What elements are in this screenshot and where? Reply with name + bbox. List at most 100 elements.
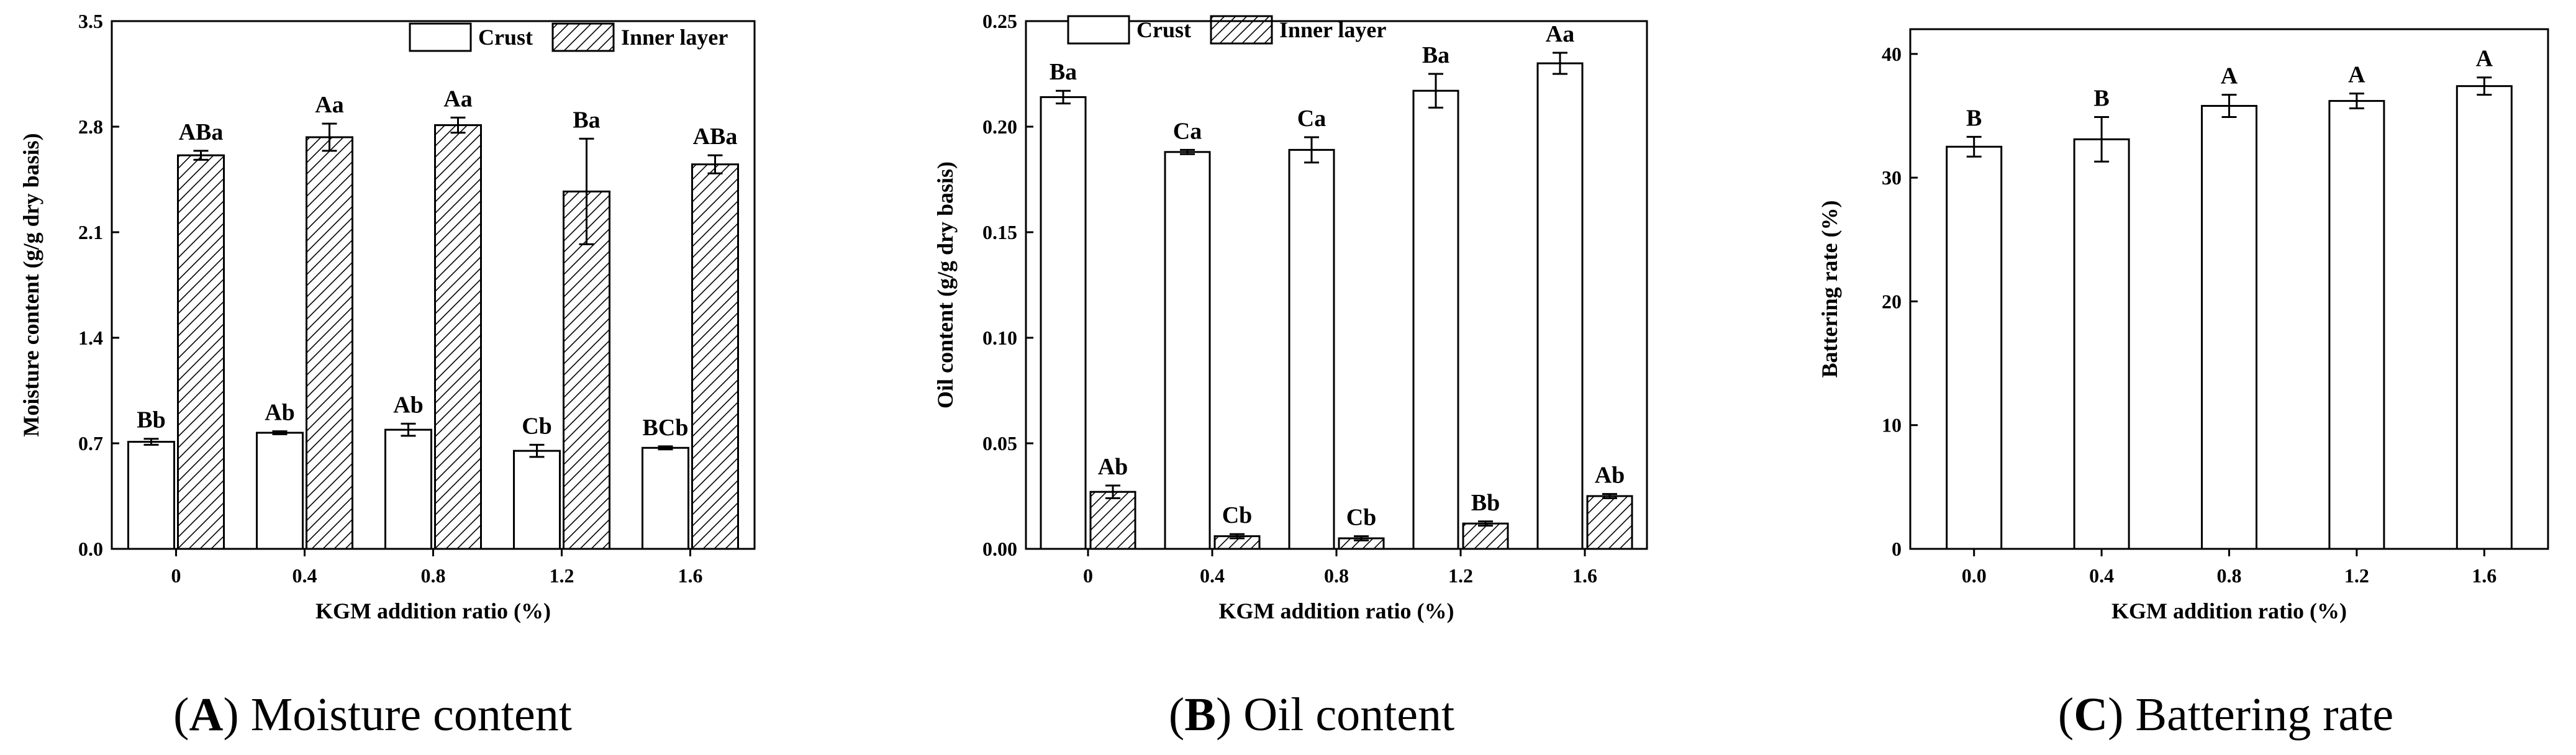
data-label: Ab [1595, 463, 1625, 489]
data-label: Ba [573, 107, 600, 133]
caption-text: Oil content [1243, 689, 1454, 741]
y-tick-label: 2.1 [78, 221, 103, 243]
y-tick-label: 0 [1892, 538, 1902, 560]
x-tick-label: 0 [171, 564, 181, 587]
data-label: Cb [1346, 505, 1377, 531]
panel-B: 0.00 0.05 0.10 0.15 0.20 0.25 0 0.4 0.8 1.2 1.6 Ba C… [933, 10, 1648, 741]
data-label: Bb [137, 407, 165, 433]
bar [1946, 145, 2003, 550]
bar [642, 446, 689, 550]
bar [434, 124, 482, 550]
caption-paren-close: ) [223, 689, 250, 741]
data-label: ABa [693, 124, 738, 150]
legend-label: Crust [1136, 17, 1191, 42]
legend-swatch [1067, 15, 1130, 45]
bar [1288, 148, 1335, 550]
y-axis-title: Battering rate (%) [1817, 201, 1842, 378]
caption-paren-open: ( [173, 689, 189, 741]
bar [1089, 491, 1136, 550]
data-label: A [2221, 63, 2238, 89]
x-tick-label: 1.6 [678, 564, 703, 587]
legend-label: Inner layer [621, 25, 728, 50]
bar [1586, 495, 1633, 550]
panel-A: 0.0 0.7 1.4 2.1 2.8 3.5 0 0.4 0.8 1.2 1.6 Bb Ab Ab Cb B… [19, 10, 756, 741]
caption-text: Moisture content [251, 689, 572, 741]
y-tick-label: 40 [1882, 43, 1902, 65]
data-label: Aa [1546, 21, 1574, 47]
bar [306, 136, 353, 550]
data-label: A [2348, 62, 2365, 88]
bar [691, 163, 739, 550]
y-tick-label: 0.0 [78, 538, 103, 560]
data-label: Ab [393, 392, 424, 418]
x-tick-label: 0.8 [1324, 564, 1349, 587]
data-label: Ba [1050, 59, 1077, 85]
data-label: B [1966, 105, 1982, 131]
x-tick-label: 1.2 [550, 564, 574, 587]
x-tick-label: 0.4 [1200, 564, 1225, 587]
bar [384, 428, 432, 550]
y-tick-label: 1.4 [78, 327, 103, 349]
panel-caption: (A) Moisture content [173, 689, 572, 741]
bar [2073, 138, 2130, 550]
bar [513, 450, 561, 550]
y-tick-label: 2.8 [78, 115, 103, 138]
data-label: Cb [1222, 502, 1253, 528]
caption-paren-close: ) [1216, 689, 1243, 741]
bar [1462, 522, 1509, 550]
legend-swatch [409, 22, 472, 52]
y-tick-label: 0.10 [982, 327, 1017, 349]
data-label: Ab [1098, 454, 1128, 480]
y-axis-title: Oil content (g/g dry basis) [933, 161, 958, 409]
y-tick-label: 10 [1882, 414, 1902, 436]
bar [127, 441, 175, 550]
caption-paren-open: ( [2058, 689, 2074, 741]
y-tick-label: 30 [1882, 166, 1902, 189]
y-tick-label: 0.00 [982, 538, 1017, 560]
x-tick-label: 1.2 [1448, 564, 1473, 587]
panels: 0.0 0.7 1.4 2.1 2.8 3.5 0 0.4 0.8 1.2 1.6 Bb Ab Ab Cb B… [19, 10, 2549, 741]
bar [563, 190, 610, 550]
y-tick-label: 0.7 [78, 432, 103, 454]
bar [2456, 85, 2513, 550]
caption-letter: A [189, 689, 223, 741]
legend-label: Inner layer [1279, 17, 1386, 42]
bar [2328, 100, 2385, 550]
x-tick-label: 0.4 [2089, 564, 2114, 587]
y-axis-title: Moisture content (g/g dry basis) [19, 133, 43, 436]
caption-letter: B [1184, 689, 1216, 741]
y-tick-label: 0.15 [982, 221, 1017, 243]
data-label: Ca [1173, 118, 1202, 144]
data-label: A [2476, 46, 2493, 72]
legend-label: Crust [478, 25, 533, 50]
data-label: Cb [522, 413, 552, 439]
data-label: B [2093, 85, 2109, 111]
data-label: Ba [1422, 42, 1449, 68]
x-axis-title: KGM addition ratio (%) [2111, 599, 2347, 623]
bar [177, 154, 225, 550]
caption-paren-close: ) [2108, 689, 2135, 741]
y-tick-label: 20 [1882, 290, 1902, 312]
x-tick-label: 0.8 [421, 564, 446, 587]
panel-caption: (C) Battering rate [2058, 689, 2393, 741]
data-label: BCb [643, 415, 689, 441]
bar [1412, 89, 1459, 550]
legend-swatch [551, 22, 615, 52]
x-tick-label: 1.6 [1572, 564, 1597, 587]
x-tick-label: 1.6 [2472, 564, 2497, 587]
panel-C: 0 10 20 30 40 0.0 0.4 0.8 1.2 1.6 B B A A A KGM additio… [1817, 28, 2549, 741]
x-tick-label: 0.0 [1962, 564, 1987, 587]
bar [1164, 151, 1211, 550]
bar [1040, 96, 1087, 550]
x-axis-title: KGM addition ratio (%) [315, 599, 551, 623]
x-tick-label: 0.8 [2217, 564, 2242, 587]
data-label: Bb [1471, 490, 1500, 516]
x-tick-label: 0.4 [293, 564, 317, 587]
x-tick-label: 0 [1083, 564, 1093, 587]
bar [256, 432, 304, 550]
caption-letter: C [2074, 689, 2108, 741]
caption-paren-open: ( [1169, 689, 1184, 741]
data-label: Ab [265, 400, 295, 426]
data-label: Aa [315, 92, 343, 118]
